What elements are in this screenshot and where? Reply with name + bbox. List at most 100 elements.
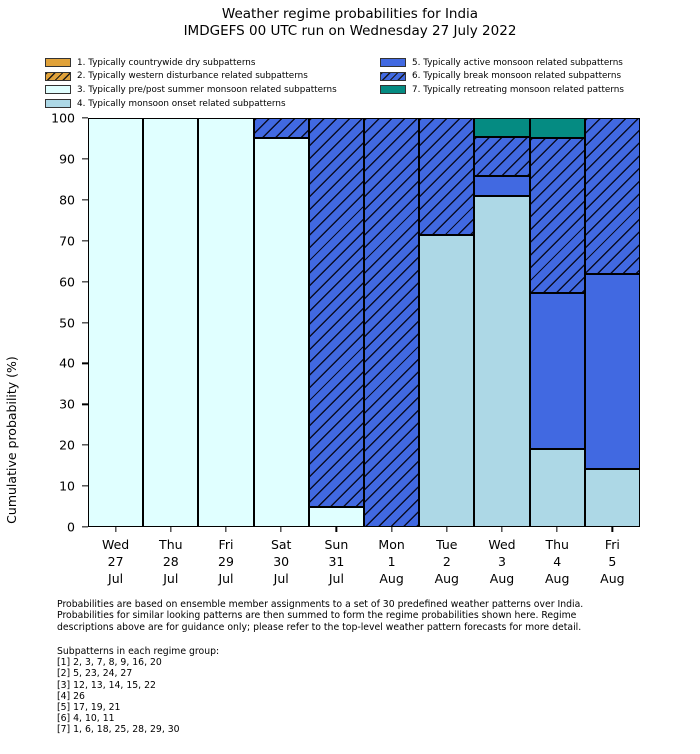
bar-segment-regime-6 xyxy=(474,137,530,177)
subpatterns-list: [1] 2, 3, 7, 8, 9, 16, 20 [2] 5, 23, 24, … xyxy=(57,657,457,735)
legend-swatch-icon xyxy=(45,99,71,109)
y-tick-mark xyxy=(82,444,88,446)
y-tick-mark xyxy=(82,117,88,119)
legend-item-regime-6: 6. Typically break monsoon related subpa… xyxy=(380,70,624,84)
bar-segment-regime-7 xyxy=(529,118,585,138)
bar-segment-regime-3 xyxy=(143,118,199,527)
footnote-text: Probabilities are based on ensemble memb… xyxy=(57,599,584,633)
subpatterns-title: Subpatterns in each regime group: xyxy=(57,646,220,657)
subpattern-group-6: [6] 4, 10, 11 xyxy=(57,713,115,725)
legend-column-right: 5. Typically active monsoon related subp… xyxy=(380,56,624,97)
legend-swatch-icon xyxy=(45,71,71,81)
legend-label: 5. Typically active monsoon related subp… xyxy=(412,57,623,68)
x-tick-label: Thu 28 Jul xyxy=(159,537,183,586)
subpattern-group-2: [2] 5, 23, 24, 27 xyxy=(57,668,133,680)
legend-label: 6. Typically break monsoon related subpa… xyxy=(412,71,622,82)
x-tick-label: Fri 5 Aug xyxy=(600,537,625,586)
y-tick-label: 80 xyxy=(59,192,75,208)
bar-segment-regime-6 xyxy=(529,137,585,294)
x-tick-mark xyxy=(611,527,614,532)
bar-segment-regime-3 xyxy=(88,118,144,527)
legend-swatch-icon xyxy=(45,58,71,68)
y-tick-mark xyxy=(82,280,88,283)
x-tick-mark xyxy=(335,527,338,532)
legend-label: 2. Typically western disturbance related… xyxy=(77,71,308,82)
y-tick-label: 90 xyxy=(59,151,75,167)
bar-segment-regime-3 xyxy=(198,118,254,527)
legend-item-regime-3: 3. Typically pre/post summer monsoon rel… xyxy=(45,83,337,97)
subpattern-group-4: [4] 26 xyxy=(57,690,85,702)
x-tick-label: Mon 1 Aug xyxy=(378,537,405,586)
x-tick-label: Fri 29 Jul xyxy=(218,537,234,586)
bar-2 xyxy=(143,118,199,527)
bar-6 xyxy=(364,118,420,527)
subpattern-group-5: [5] 17, 19, 21 xyxy=(57,702,121,714)
x-tick-mark xyxy=(280,527,282,532)
subpattern-group-1: [1] 2, 3, 7, 8, 9, 16, 20 xyxy=(57,657,162,669)
x-tick-label: Sat 30 Jul xyxy=(270,537,292,586)
y-tick-mark xyxy=(82,158,88,160)
x-tick-label: Wed 3 Aug xyxy=(488,537,516,586)
x-tick-mark xyxy=(556,527,558,532)
y-tick-mark xyxy=(82,485,88,487)
x-tick-label: Sun 31 Jul xyxy=(324,537,349,586)
x-tick-label: Thu 4 Aug xyxy=(544,537,570,586)
bar-segment-regime-7 xyxy=(474,117,530,138)
bar-segment-regime-6 xyxy=(308,118,364,508)
x-tick-label: Tue 2 Aug xyxy=(434,537,460,586)
bar-3 xyxy=(198,118,254,527)
x-tick-mark xyxy=(170,527,172,532)
subpattern-group-3: [3] 12, 13, 14, 15, 22 xyxy=(57,679,156,691)
subpattern-group-7: [7] 1, 6, 18, 25, 28, 29, 30 xyxy=(57,724,180,736)
y-tick-mark xyxy=(82,199,88,201)
x-tick-mark xyxy=(501,527,503,532)
y-tick-mark xyxy=(82,321,88,324)
subpatterns-block: Subpatterns in each regime group: [1] 2,… xyxy=(57,646,457,736)
bar-segment-regime-6 xyxy=(584,118,640,274)
bar-segment-regime-4 xyxy=(419,234,475,527)
y-tick-label: 10 xyxy=(59,478,75,494)
legend-swatch-icon xyxy=(380,85,406,95)
y-tick-label: 60 xyxy=(59,274,75,290)
title-block: Weather regime probabilities for India I… xyxy=(0,6,700,40)
x-tick-label: Wed 27 Jul xyxy=(101,537,130,586)
y-axis: Cumulative probability (%) 0 10 20 30 40 50 60… xyxy=(0,111,88,535)
y-tick-mark xyxy=(82,362,88,365)
legend-item-regime-5: 5. Typically active monsoon related subp… xyxy=(380,56,624,70)
bar-segment-regime-4 xyxy=(584,468,640,527)
x-axis: Wed 27 Jul Thu 28 Jul Fri 29 Jul Sat 30 Jul… xyxy=(88,527,640,597)
bar-segment-regime-5 xyxy=(584,273,640,469)
legend-swatch-icon xyxy=(45,85,71,95)
y-tick-mark xyxy=(82,403,88,405)
legend-item-regime-2: 2. Typically western disturbance related… xyxy=(45,70,337,84)
legend-swatch-icon xyxy=(380,71,406,81)
bar-segment-regime-5 xyxy=(529,293,585,450)
y-tick-label: 0 xyxy=(67,519,75,535)
bar-segment-regime-6 xyxy=(419,118,475,235)
bar-segment-regime-6 xyxy=(364,118,420,527)
bar-7 xyxy=(419,118,475,527)
y-tick-label: 70 xyxy=(59,233,75,249)
chart-subtitle: IMDGEFS 00 UTC run on Wednesday 27 July … xyxy=(183,23,517,39)
legend-column-left: 1. Typically countrywide dry subpatterns… xyxy=(45,56,337,110)
legend-swatch-icon xyxy=(380,58,406,68)
bar-segment-regime-4 xyxy=(474,195,530,527)
legend-item-regime-7: 7. Typically retreating monsoon related … xyxy=(380,83,624,97)
y-tick-mark xyxy=(82,526,88,528)
bar-8 xyxy=(474,117,530,527)
bar-10 xyxy=(584,118,640,527)
y-axis-title: Cumulative probability (%) xyxy=(4,356,19,524)
x-tick-mark xyxy=(446,527,448,532)
bar-9 xyxy=(529,118,585,527)
bar-1 xyxy=(88,118,144,527)
legend-item-regime-1: 1. Typically countrywide dry subpatterns xyxy=(45,56,337,70)
legend-label: 4. Typically monsoon onset related subpa… xyxy=(77,98,286,109)
x-tick-mark xyxy=(390,527,393,532)
legend-label: 3. Typically pre/post summer monsoon rel… xyxy=(77,84,337,95)
legend-label: 7. Typically retreating monsoon related … xyxy=(412,84,624,95)
y-tick-label: 40 xyxy=(59,355,75,371)
bar-segment-regime-3 xyxy=(308,507,364,527)
bar-segment-regime-4 xyxy=(529,449,585,527)
bar-segment-regime-5 xyxy=(474,176,530,196)
y-tick-label: 20 xyxy=(59,437,75,453)
